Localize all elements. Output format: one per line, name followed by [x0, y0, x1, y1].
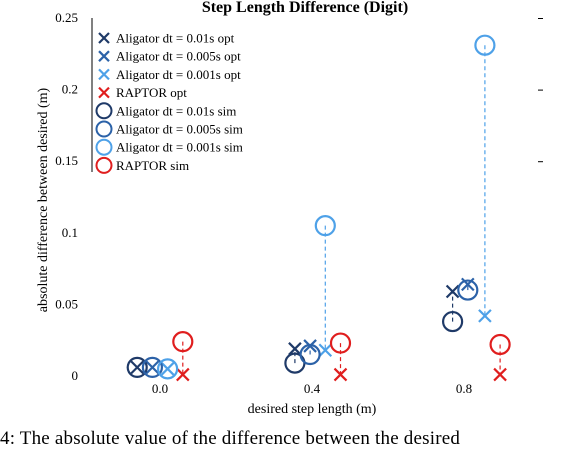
- stem-lines: [182, 45, 501, 375]
- legend-item: Aligator dt = 0.01s opt: [98, 31, 235, 46]
- opt-point: [493, 367, 507, 382]
- opt-point: [478, 309, 492, 323]
- x-tick-label: 0.8: [456, 381, 472, 396]
- legend-label: Aligator dt = 0.01s sim: [116, 103, 236, 118]
- y-axis-label: absolute difference between desired (m): [36, 87, 51, 312]
- y-tick-label: 0.2: [62, 82, 78, 97]
- legend-label: Aligator dt = 0.01s opt: [116, 31, 235, 46]
- x-axis-label: desired step length (m): [248, 402, 377, 417]
- y-tick-label: 0.25: [55, 10, 78, 25]
- y-tick-label: 0.05: [55, 296, 78, 311]
- sim-point: [474, 34, 496, 56]
- opt-point: [176, 367, 190, 382]
- y-tick-labels: 0 0.05 0.1 0.15 0.2 0.25: [55, 10, 543, 383]
- sim-point: [172, 331, 194, 353]
- opt-point: [333, 367, 348, 382]
- legend-item: RAPTOR opt: [98, 85, 187, 100]
- opt-point: [160, 362, 175, 376]
- x-tick-label: 0.0: [152, 381, 168, 396]
- legend-item: Aligator dt = 0.01s sim: [95, 102, 236, 120]
- legend-item: Aligator dt = 0.001s opt: [98, 67, 241, 82]
- y-tick-label: 0.1: [62, 225, 78, 240]
- sim-point: [314, 215, 336, 237]
- step-length-chart: Step Length Difference (Digit) absolute …: [36, 0, 543, 417]
- legend-item: Aligator dt = 0.001s sim: [95, 138, 243, 156]
- x-tick-labels: 0.0 0.4 0.8: [152, 381, 472, 396]
- opt-point: [145, 360, 160, 375]
- legend-label: RAPTOR sim: [116, 158, 189, 173]
- figure-caption: 4: The absolute value of the difference …: [0, 428, 461, 449]
- legend-item: Aligator dt = 0.005s sim: [95, 120, 243, 138]
- legend-label: Aligator dt = 0.005s opt: [116, 49, 241, 64]
- sim-point: [329, 332, 352, 354]
- y-tick-label: 0: [72, 368, 79, 383]
- legend-item: RAPTOR sim: [95, 156, 189, 174]
- legend-label: Aligator dt = 0.001s opt: [116, 67, 241, 82]
- data-markers: [126, 34, 511, 382]
- opt-point: [445, 284, 460, 299]
- sim-point: [457, 279, 479, 301]
- legend-label: RAPTOR opt: [116, 85, 187, 100]
- sim-point: [489, 333, 511, 356]
- legend-label: Aligator dt = 0.001s sim: [116, 140, 243, 155]
- y-tick-label: 0.15: [55, 153, 78, 168]
- sim-point: [299, 343, 321, 366]
- sim-point: [442, 310, 464, 333]
- x-tick-label: 0.4: [304, 381, 321, 396]
- opt-point: [318, 343, 333, 358]
- legend-item: Aligator dt = 0.005s opt: [98, 49, 241, 64]
- opt-point: [130, 360, 144, 375]
- legend-label: Aligator dt = 0.005s sim: [116, 122, 243, 137]
- chart-title: Step Length Difference (Digit): [202, 0, 408, 16]
- sim-point: [141, 356, 163, 379]
- opt-point: [288, 342, 302, 356]
- sim-point: [126, 356, 148, 379]
- legend: Aligator dt = 0.01s opt Aligator dt = 0.0…: [93, 26, 273, 174]
- sim-point: [157, 358, 179, 380]
